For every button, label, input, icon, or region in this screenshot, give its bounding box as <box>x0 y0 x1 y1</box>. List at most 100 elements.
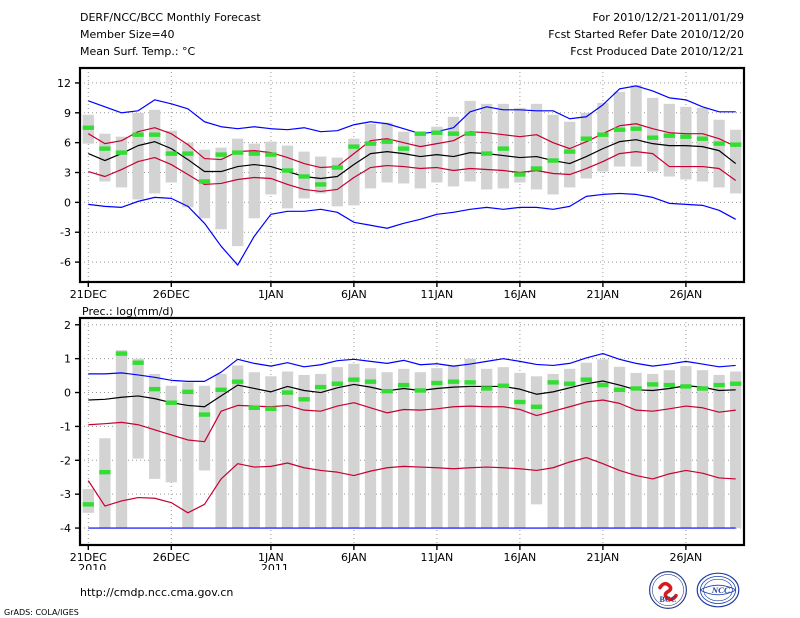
spread-bar <box>481 103 493 190</box>
observation-marker <box>713 382 725 388</box>
observation-marker <box>514 399 526 405</box>
spread-bar <box>381 372 393 529</box>
observation-marker <box>281 168 294 173</box>
precipitation-axis-title: Prec.: log(mm/d) <box>82 305 174 318</box>
spread-bar <box>647 97 659 172</box>
spread-bar <box>149 109 161 194</box>
spread-bar <box>331 157 343 207</box>
observation-marker <box>298 397 310 402</box>
observation-marker <box>580 136 592 141</box>
x-axis-tick-label: 26JAN <box>669 551 702 564</box>
observation-marker <box>215 152 227 157</box>
observation-marker <box>497 146 509 151</box>
y-axis-tick-label: 1 <box>64 353 71 366</box>
x-axis-tick-label: 6JAN <box>341 288 367 300</box>
spread-bar <box>663 370 675 529</box>
observation-marker <box>99 469 111 475</box>
spread-bar <box>398 368 410 529</box>
observation-marker <box>315 182 327 187</box>
spread-bar <box>115 136 128 188</box>
spread-bar <box>680 366 692 529</box>
series-line <box>88 399 736 443</box>
observation-marker <box>431 380 443 386</box>
spread-bar <box>398 131 410 184</box>
spread-bar <box>514 372 526 529</box>
y-axis-tick-label: -4 <box>60 522 71 535</box>
observation-marker <box>198 179 211 184</box>
spread-bar <box>331 367 343 529</box>
y-axis-tick-label: 2 <box>64 319 71 332</box>
y-axis-tick-label: -6 <box>60 256 71 269</box>
observation-marker <box>165 151 177 156</box>
spread-bar <box>564 121 576 188</box>
observation-marker <box>115 351 128 356</box>
x-axis-tick-label: 6JAN <box>341 551 367 564</box>
spread-bar <box>315 156 327 194</box>
series-line <box>88 192 736 266</box>
spread-bar <box>364 368 377 529</box>
observation-marker <box>381 388 393 394</box>
observation-marker <box>281 390 294 395</box>
observation-marker <box>647 135 659 140</box>
observation-marker <box>680 134 692 139</box>
spread-bar <box>381 122 393 183</box>
x-axis-tick-label: 21DEC <box>70 288 107 300</box>
y-axis-tick-label: -3 <box>60 226 71 239</box>
spread-bar <box>647 373 659 529</box>
plot-frame <box>78 66 746 284</box>
observation-marker <box>132 132 144 137</box>
spread-bar <box>730 129 742 194</box>
spread-bar <box>165 385 177 483</box>
spread-bar <box>530 376 543 505</box>
observation-marker <box>613 127 626 132</box>
spread-bar <box>182 382 194 529</box>
observation-marker <box>331 165 343 170</box>
spread-bar <box>248 143 260 219</box>
observation-marker <box>248 151 260 156</box>
observation-marker <box>630 386 642 391</box>
observation-marker <box>381 139 393 144</box>
plot-frame <box>78 316 746 547</box>
ncc-logo-icon: NCC <box>696 572 740 608</box>
observation-marker <box>713 141 725 146</box>
observation-marker <box>115 150 128 155</box>
observation-marker <box>182 151 194 156</box>
spread-bar <box>447 365 460 529</box>
header-title: DERF/NCC/BCC Monthly Forecast <box>80 11 261 24</box>
y-axis-tick-label: -1 <box>60 420 71 433</box>
spread-bar <box>99 438 111 529</box>
x-axis-tick-label: 11JAN <box>420 551 453 564</box>
precipitation-panel: 2 1 0 -1 -2 -3 -4 21DEC 2010 26DEC 1JAN 2011 6JAN 11J… <box>0 300 800 570</box>
observation-marker <box>481 386 493 391</box>
plot-background <box>80 68 744 282</box>
observation-marker <box>547 380 559 385</box>
spread-bar <box>431 368 443 529</box>
observation-marker <box>447 379 460 384</box>
observation-marker <box>364 141 377 146</box>
y-axis-tick-label: 0 <box>64 387 71 400</box>
x-axis-tick-label: 26JAN <box>669 288 702 300</box>
y-axis-tick-label: -2 <box>60 454 71 467</box>
cmdp-url[interactable]: http://cmdp.ncc.cma.gov.cn <box>80 586 234 599</box>
spread-bar <box>82 489 94 513</box>
x-axis-year-label: 2011 <box>261 299 289 300</box>
spread-bar <box>232 365 244 529</box>
observation-marker <box>696 386 709 391</box>
x-axis-tick-label: 21JAN <box>586 288 619 300</box>
x-axis-year-label: 2010 <box>78 299 106 300</box>
observation-marker <box>82 125 94 130</box>
y-axis-tick-label: 3 <box>64 167 71 180</box>
observation-marker <box>265 406 277 411</box>
spread-bar <box>497 367 509 529</box>
observation-marker <box>497 383 509 388</box>
observation-marker <box>680 384 692 389</box>
x-axis-tick-label: 1JAN <box>258 288 284 300</box>
x-axis-tick-label: 16JAN <box>503 551 536 564</box>
observation-marker <box>514 172 526 177</box>
observation-marker <box>82 502 94 507</box>
y-axis-tick-label: 0 <box>64 196 71 209</box>
x-axis-tick-label: 21DEC <box>70 551 107 564</box>
